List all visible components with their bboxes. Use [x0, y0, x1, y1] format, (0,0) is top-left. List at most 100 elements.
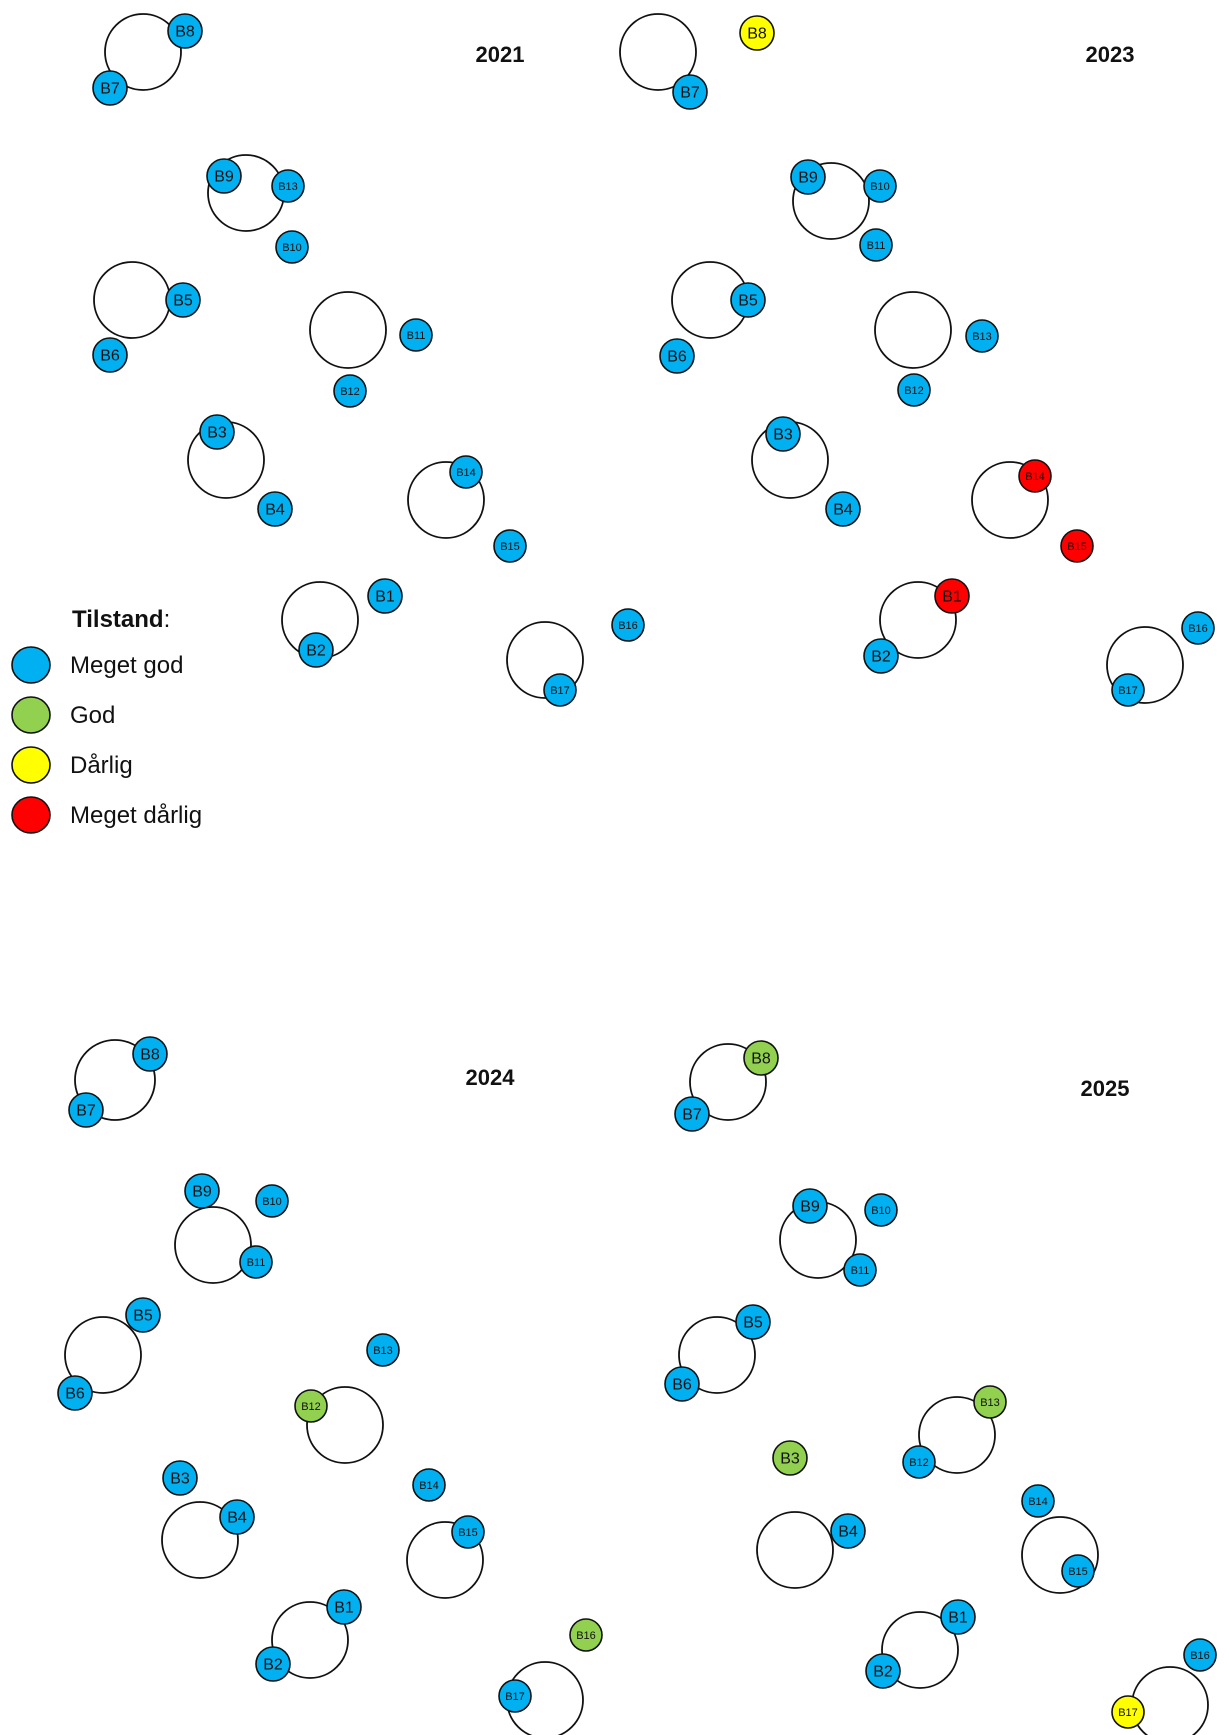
node-label: B7 [680, 85, 700, 102]
node-label: B8 [140, 1047, 160, 1064]
node-circle [333, 374, 367, 408]
legend-label: God [70, 702, 115, 729]
node-b9: B9 [184, 1173, 220, 1209]
node-b13: B13 [973, 1385, 1007, 1419]
node-label: B7 [100, 81, 120, 98]
legend-swatch [11, 696, 51, 734]
node-b14: B14 [1018, 459, 1052, 493]
pair-group: B14 B15 [407, 455, 527, 563]
pair-group: B14 B15 [971, 459, 1094, 563]
node-b1: B1 [940, 1599, 976, 1635]
node-label: B6 [672, 1377, 692, 1394]
node-label: B11 [247, 1257, 266, 1269]
node-label: B6 [65, 1386, 85, 1403]
pair-ring [309, 291, 387, 369]
node-b10: B10 [255, 1184, 289, 1218]
node-b7: B7 [92, 70, 128, 106]
node-circle [1060, 529, 1094, 563]
node-label: B13 [972, 331, 992, 343]
node-circle [1111, 673, 1145, 707]
pair-group: B14 B15 [1021, 1484, 1099, 1594]
node-b12: B12 [902, 1445, 936, 1479]
node-circle [255, 1646, 291, 1682]
node-circle [1018, 459, 1052, 493]
pair-group: B9 B10 B11 [174, 1173, 289, 1284]
node-label: B12 [909, 1457, 929, 1469]
node-b10: B10 [275, 230, 309, 264]
node-label: B5 [738, 293, 758, 310]
node-label: B12 [904, 385, 924, 397]
node-circle [934, 578, 970, 614]
pair-group: B13 B12 [902, 1385, 1007, 1479]
panel-2021: 2021 B8 B7 B9 B13 B10 B5 B6 B11 B12 B3 B4 B14 B15 B1 B2… [92, 13, 645, 707]
node-b1: B1 [934, 578, 970, 614]
node-circle [730, 282, 766, 318]
node-b8: B8 [132, 1036, 168, 1072]
pair-ring [506, 621, 584, 699]
node-circle [739, 15, 775, 51]
node-b5: B5 [165, 282, 201, 318]
pair-group: B1 B2 [281, 578, 403, 668]
node-circle [743, 1040, 779, 1076]
pair-group: B3 B4 [161, 1460, 255, 1579]
node-b9: B9 [792, 1188, 828, 1224]
node-label: B12 [340, 386, 360, 398]
node-circle [1183, 1638, 1217, 1672]
node-label: B7 [682, 1107, 702, 1124]
legend-items: Meget god God Dårlig Meget dårlig [11, 646, 202, 834]
node-circle [825, 491, 861, 527]
node-label: B2 [306, 643, 326, 660]
node-b5: B5 [735, 1304, 771, 1340]
node-label: B11 [867, 240, 886, 252]
node-circle [239, 1245, 273, 1279]
legend-item-darlig: Dårlig [11, 746, 133, 784]
node-label: B9 [214, 169, 234, 186]
node-circle [366, 1333, 400, 1367]
node-circle [162, 1460, 198, 1496]
node-circle [672, 74, 708, 110]
node-label: B4 [227, 1510, 247, 1527]
year-label: 2024 [466, 1065, 516, 1090]
node-label: B2 [263, 1657, 283, 1674]
node-label: B14 [1025, 471, 1045, 483]
pair-ring [93, 261, 171, 339]
node-b5: B5 [125, 1297, 161, 1333]
pair-ring [406, 1521, 484, 1599]
node-b2: B2 [298, 632, 334, 668]
node-b13: B13 [366, 1333, 400, 1367]
node-b15: B15 [1061, 1554, 1095, 1588]
node-circle [1061, 1554, 1095, 1588]
node-b1: B1 [367, 578, 403, 614]
node-b16: B16 [1181, 611, 1215, 645]
node-circle [326, 1589, 362, 1625]
node-label: B15 [500, 541, 520, 553]
node-b4: B4 [219, 1499, 255, 1535]
pair-ring [918, 1396, 996, 1474]
node-circle [830, 1513, 866, 1549]
panels-layer: 2021 B8 B7 B9 B13 B10 B5 B6 B11 B12 B3 B4 B14 B15 B1 B2… [57, 13, 1217, 1735]
node-label: B3 [773, 427, 793, 444]
pair-ring [1131, 1666, 1209, 1735]
node-b16: B16 [611, 608, 645, 642]
node-circle [865, 1653, 901, 1689]
node-label: B3 [780, 1451, 800, 1468]
node-b14: B14 [1021, 1484, 1055, 1518]
node-b10: B10 [864, 1193, 898, 1227]
node-circle [902, 1445, 936, 1479]
node-circle [859, 228, 893, 262]
pair-group: B5 B6 [664, 1304, 771, 1402]
node-label: B13 [980, 1397, 1000, 1409]
pair-ring [104, 13, 182, 91]
node-b11: B11 [239, 1245, 273, 1279]
pair-ring [678, 1316, 756, 1394]
node-circle [543, 673, 577, 707]
node-b3: B3 [772, 1440, 808, 1476]
pair-ring [792, 162, 870, 240]
node-b7: B7 [68, 1092, 104, 1128]
node-b9: B9 [790, 159, 826, 195]
pair-group: B3 B4 [751, 416, 861, 527]
node-circle [451, 1515, 485, 1549]
node-b5: B5 [730, 282, 766, 318]
legend-item-god: God [11, 696, 115, 734]
node-b17: B17 [543, 673, 577, 707]
